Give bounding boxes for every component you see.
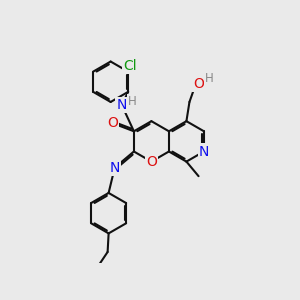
Text: O: O	[107, 116, 118, 130]
Text: N: N	[110, 161, 120, 175]
Text: N: N	[199, 145, 209, 158]
Text: H: H	[128, 95, 137, 108]
Text: N: N	[117, 98, 127, 112]
Text: O: O	[146, 154, 157, 169]
Text: Cl: Cl	[123, 58, 137, 73]
Text: H: H	[205, 72, 214, 85]
Text: O: O	[193, 77, 204, 91]
